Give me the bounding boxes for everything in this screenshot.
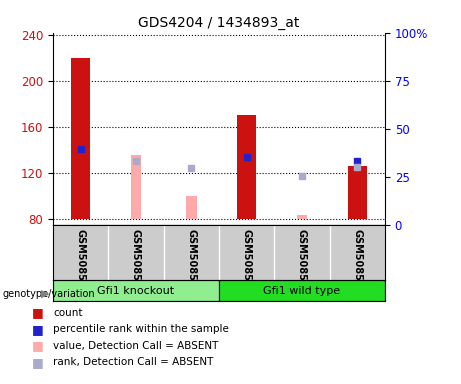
Text: percentile rank within the sample: percentile rank within the sample: [53, 324, 229, 334]
Bar: [186, 196, 197, 219]
Text: ▶: ▶: [41, 289, 50, 299]
Text: GSM508531: GSM508531: [242, 228, 252, 294]
Text: Gfi1 wild type: Gfi1 wild type: [263, 286, 341, 296]
Text: ■: ■: [32, 306, 44, 319]
Text: ■: ■: [32, 356, 44, 369]
Text: rank, Detection Call = ABSENT: rank, Detection Call = ABSENT: [53, 358, 213, 367]
Text: value, Detection Call = ABSENT: value, Detection Call = ABSENT: [53, 341, 219, 351]
Bar: [53, 280, 219, 301]
Text: GSM508529: GSM508529: [131, 228, 141, 294]
Text: count: count: [53, 308, 83, 318]
Text: GSM508530: GSM508530: [186, 228, 196, 294]
Text: ■: ■: [32, 339, 44, 353]
Bar: [296, 215, 307, 219]
Text: GSM508528: GSM508528: [76, 228, 86, 294]
Text: GSM508533: GSM508533: [352, 228, 362, 294]
Text: ■: ■: [32, 323, 44, 336]
Bar: [237, 116, 256, 219]
Title: GDS4204 / 1434893_at: GDS4204 / 1434893_at: [138, 16, 300, 30]
Text: GSM508532: GSM508532: [297, 228, 307, 294]
Bar: [348, 166, 367, 219]
Text: genotype/variation: genotype/variation: [2, 289, 95, 299]
Bar: [71, 58, 90, 219]
Bar: [219, 280, 385, 301]
Bar: [130, 154, 142, 219]
Text: Gfi1 knockout: Gfi1 knockout: [97, 286, 175, 296]
